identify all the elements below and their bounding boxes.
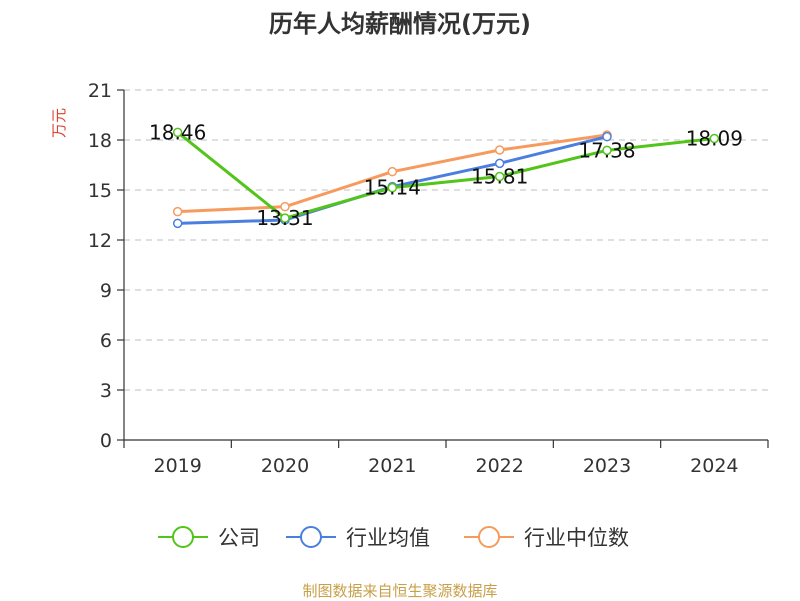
legend-marker bbox=[300, 526, 322, 548]
data-label: 18.09 bbox=[686, 127, 743, 151]
data-point bbox=[602, 131, 612, 142]
x-tick-label: 2023 bbox=[583, 455, 631, 477]
data-point bbox=[387, 182, 398, 193]
data-point bbox=[172, 206, 183, 217]
legend-marker bbox=[478, 526, 500, 548]
data-point bbox=[387, 166, 398, 177]
data-point bbox=[709, 133, 720, 144]
y-tick-label: 12 bbox=[88, 230, 112, 252]
x-tick-label: 2022 bbox=[475, 455, 523, 477]
chart-title: 历年人均薪酬情况(万元) bbox=[269, 10, 531, 38]
source-note: 制图数据来自恒生聚源数据库 bbox=[302, 582, 498, 600]
data-label: 18.46 bbox=[149, 120, 206, 144]
legend-label: 行业中位数 bbox=[524, 526, 629, 550]
y-tick-label: 15 bbox=[88, 180, 112, 202]
y-tick-label: 0 bbox=[100, 430, 112, 452]
y-tick-label: 3 bbox=[100, 380, 112, 402]
legend-marker bbox=[172, 526, 194, 548]
x-tick-label: 2020 bbox=[261, 455, 309, 477]
data-point bbox=[172, 218, 183, 229]
data-label: 15.81 bbox=[471, 165, 528, 189]
legend-label: 公司 bbox=[218, 526, 260, 550]
x-tick-label: 2024 bbox=[690, 455, 738, 477]
y-tick-label: 18 bbox=[88, 130, 112, 152]
data-point bbox=[494, 158, 505, 169]
y-tick-label: 9 bbox=[100, 280, 112, 302]
y-tick-label: 6 bbox=[100, 330, 112, 352]
data-point bbox=[494, 171, 505, 182]
y-axis-label: 万元 bbox=[50, 108, 68, 138]
legend-label: 行业均值 bbox=[346, 526, 430, 550]
y-tick-label: 21 bbox=[88, 80, 112, 102]
data-point bbox=[280, 213, 290, 223]
data-point bbox=[602, 145, 612, 156]
data-label: 17.38 bbox=[578, 138, 635, 162]
data-point bbox=[494, 145, 505, 155]
data-label: 13.31 bbox=[256, 206, 313, 230]
series-line bbox=[176, 131, 715, 220]
data-point bbox=[172, 127, 183, 138]
data-point bbox=[280, 201, 290, 212]
x-tick-label: 2021 bbox=[368, 455, 416, 477]
x-tick-label: 2019 bbox=[153, 455, 201, 477]
data-label: 15.14 bbox=[364, 176, 421, 200]
